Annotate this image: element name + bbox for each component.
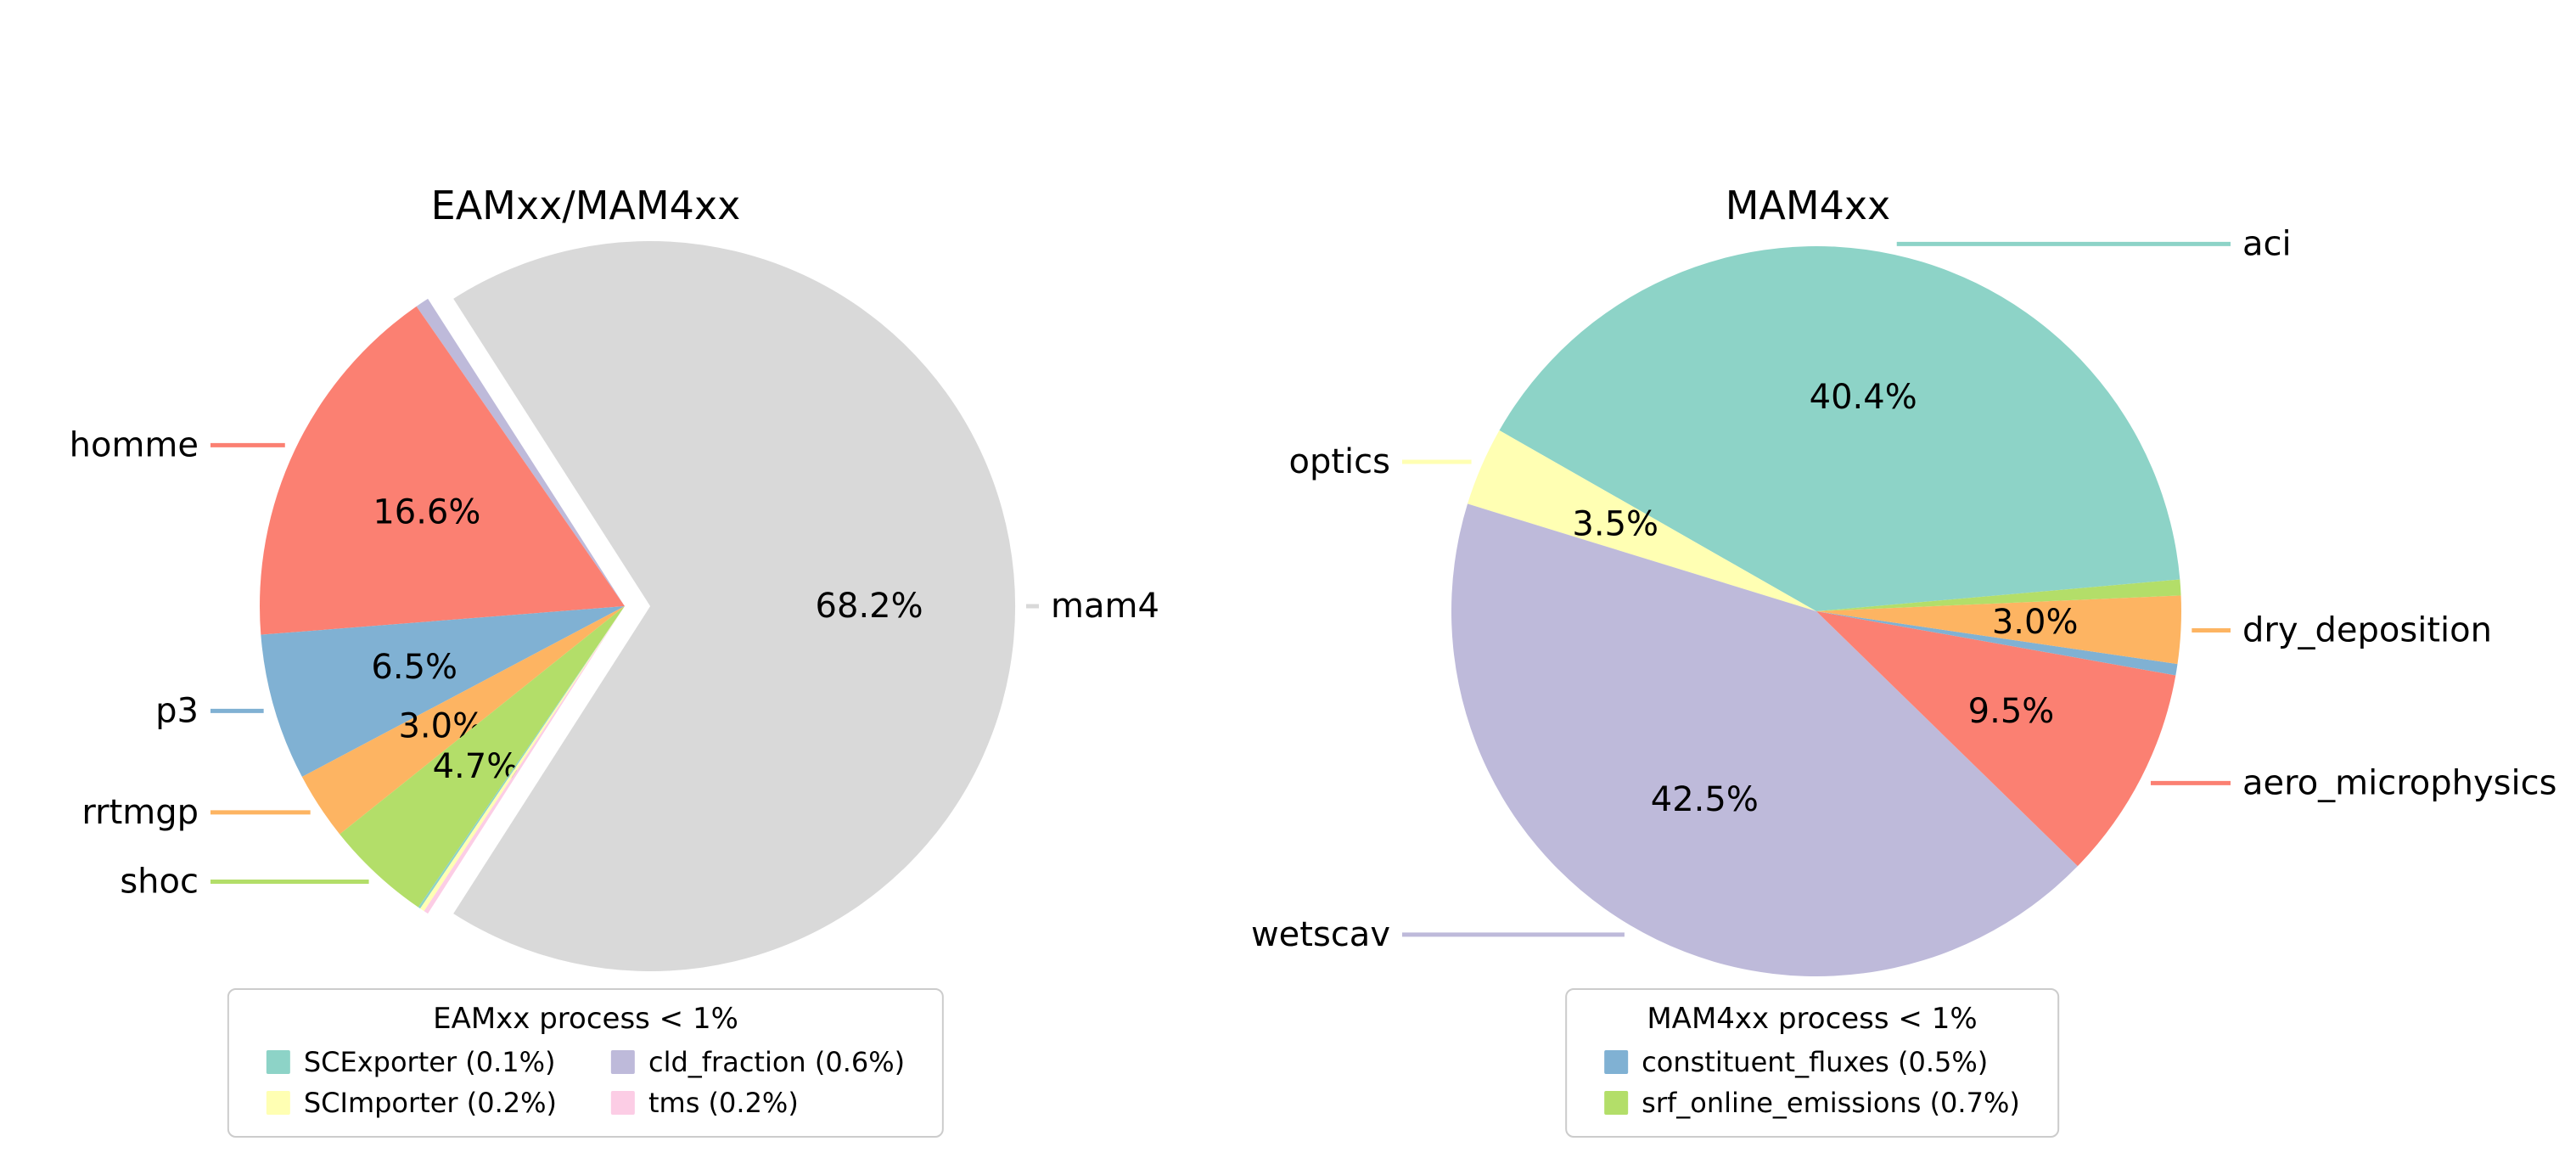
pie-slice-constituent_fluxes	[1816, 611, 2178, 676]
legend-item-scexporter: SCExporter (0.1%)	[266, 1046, 557, 1078]
pie-slice-optics	[1468, 430, 1816, 611]
scimporter-label: SCImporter (0.2%)	[303, 1087, 557, 1119]
cld-fraction-swatch	[610, 1050, 635, 1074]
right-legend: MAM4xx process < 1% constituent_fluxes (…	[1565, 988, 2059, 1138]
pie-slice-mam4	[453, 241, 1016, 972]
slice-label-dry_deposition: dry_deposition	[2242, 611, 2492, 650]
pie-slice-wetscav	[1451, 503, 2078, 977]
scimporter-swatch	[266, 1091, 290, 1115]
slice-label-p3: p3	[155, 691, 199, 730]
legend-item-srf-online-emissions: srf_online_emissions (0.7%)	[1604, 1087, 2020, 1119]
right-chart-title: MAM4xx	[1725, 183, 1891, 228]
legend-item-scimporter: SCImporter (0.2%)	[266, 1087, 557, 1119]
srf-online-emissions-label: srf_online_emissions (0.7%)	[1642, 1087, 2020, 1119]
pie-slice-aero_microphysics	[1816, 611, 2176, 867]
srf-online-emissions-swatch	[1604, 1091, 1629, 1115]
pie-slice-srf_online_emissions	[1816, 579, 2181, 611]
legend-item-tms: tms (0.2%)	[610, 1087, 905, 1119]
left-legend: EAMxx process < 1% SCExporter (0.1%) cld…	[227, 988, 945, 1138]
pct-label-shoc: 4.7%	[433, 747, 519, 786]
pie-slice-rrtmgp	[301, 606, 625, 835]
slice-label-aero_microphysics: aero_microphysics	[2242, 763, 2556, 802]
pie-slice-homme	[260, 306, 625, 635]
scexporter-label: SCExporter (0.1%)	[303, 1046, 556, 1078]
legend-item-cld-fraction: cld_fraction (0.6%)	[610, 1046, 906, 1078]
pie-slice-cld_fraction	[416, 298, 625, 606]
slice-label-wetscav: wetscav	[1251, 915, 1390, 954]
right-legend-grid: constituent_fluxes (0.5%) srf_online_emi…	[1604, 1046, 2020, 1119]
slice-label-optics: optics	[1289, 442, 1391, 481]
slice-label-rrtmgp: rrtmgp	[81, 793, 199, 832]
scexporter-swatch	[266, 1050, 290, 1074]
pie-slice-tms	[424, 606, 625, 914]
tms-label: tms (0.2%)	[648, 1087, 799, 1119]
pct-label-p3: 6.5%	[371, 648, 457, 687]
pie-slice-p3	[261, 606, 625, 778]
pie-slice-dry_deposition	[1816, 595, 2181, 665]
constituent-fluxes-swatch	[1604, 1050, 1629, 1074]
legend-item-constituent-fluxes: constituent_fluxes (0.5%)	[1604, 1046, 2020, 1078]
slice-label-homme: homme	[70, 425, 199, 464]
pct-label-mam4: 68.2%	[816, 587, 923, 626]
pie-slice-SCExporter	[418, 606, 625, 909]
cld-fraction-label: cld_fraction (0.6%)	[648, 1046, 906, 1078]
slice-label-shoc: shoc	[120, 862, 199, 901]
slice-label-mam4: mam4	[1051, 587, 1159, 626]
pct-label-wetscav: 42.5%	[1651, 780, 1759, 819]
left-legend-title: EAMxx process < 1%	[433, 1002, 738, 1036]
pie-slice-aci	[1499, 245, 2180, 611]
pct-label-dry_deposition: 3.0%	[1992, 603, 2079, 642]
pct-label-aci: 40.4%	[1810, 378, 1917, 417]
left-legend-grid: SCExporter (0.1%) cld_fraction (0.6%) SC…	[266, 1046, 906, 1119]
left-chart-title: EAMxx/MAM4xx	[430, 183, 741, 228]
right-legend-title: MAM4xx process < 1%	[1647, 1002, 1978, 1036]
pie-slice-shoc	[340, 606, 625, 908]
tms-swatch	[610, 1091, 635, 1115]
pct-label-homme: 16.6%	[373, 493, 480, 532]
pct-label-optics: 3.5%	[1572, 504, 1658, 543]
slice-label-aci: aci	[2242, 224, 2292, 263]
constituent-fluxes-label: constituent_fluxes (0.5%)	[1642, 1046, 1989, 1078]
pct-label-aero_microphysics: 9.5%	[1968, 692, 2055, 731]
pie-slice-SCImporter	[420, 606, 625, 912]
